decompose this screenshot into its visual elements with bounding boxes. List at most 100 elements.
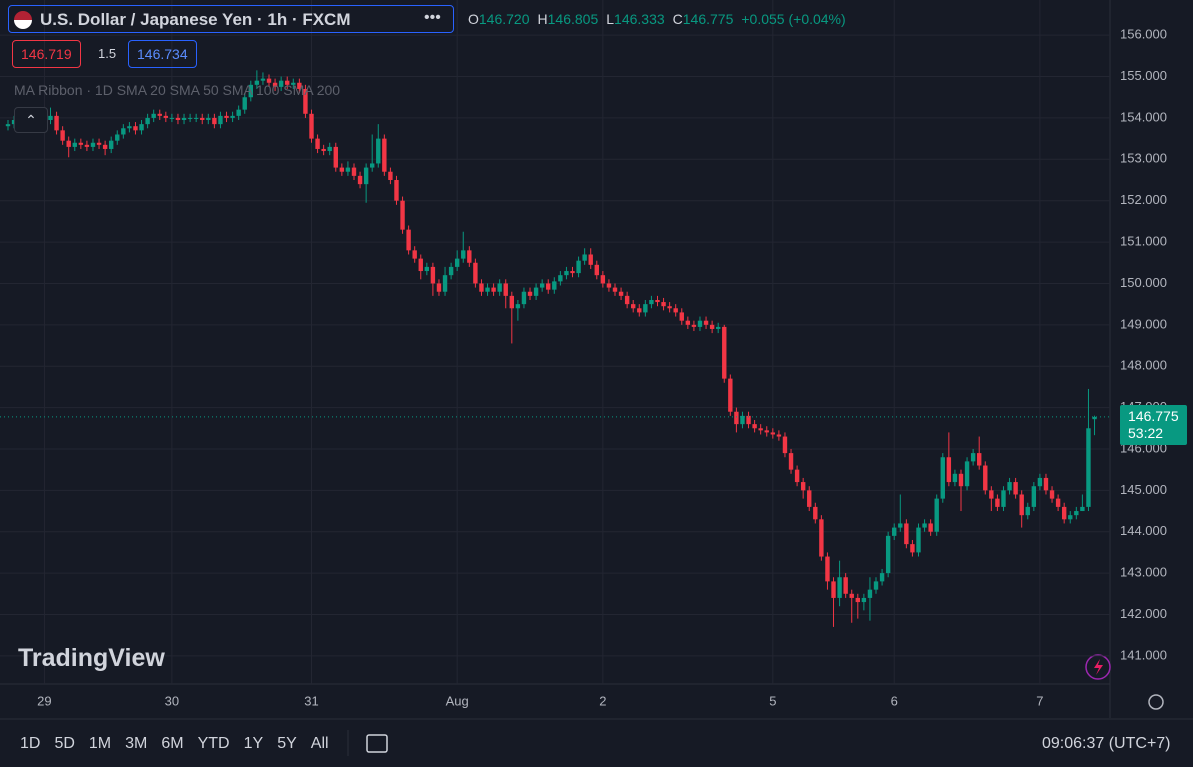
y-tick-label: 148.000: [1120, 358, 1167, 373]
candle-body: [60, 130, 65, 141]
timeframe-button[interactable]: 5Y: [277, 735, 297, 752]
y-tick-label: 145.000: [1120, 482, 1167, 497]
candle-body: [667, 306, 672, 309]
candle-body: [96, 142, 102, 145]
y-tick-label: 151.000: [1120, 234, 1167, 249]
timeframe-button[interactable]: 3M: [125, 735, 148, 752]
candle-body: [892, 527, 897, 536]
candle-body: [212, 117, 217, 125]
candle-body: [151, 113, 156, 118]
timeframe-button[interactable]: YTD: [197, 735, 230, 752]
y-tick-label: 150.000: [1120, 275, 1167, 290]
candle-body: [236, 109, 241, 116]
timeframe-button[interactable]: 6M: [161, 735, 184, 752]
candle-body: [588, 254, 593, 265]
price-tag-price: 146.775: [1128, 408, 1179, 424]
candle-body: [473, 262, 478, 284]
candle-body: [357, 175, 363, 185]
ask-price[interactable]: 146.734: [128, 40, 197, 68]
candle-body: [564, 271, 569, 276]
candle-body: [989, 490, 994, 499]
candle-body: [661, 302, 666, 307]
candle-body: [928, 523, 933, 532]
candle-body: [1055, 498, 1061, 507]
ohlc-value: 146.805: [547, 11, 599, 27]
date-range-icon[interactable]: [366, 734, 388, 753]
candle-body: [254, 80, 260, 85]
candle-body: [394, 180, 399, 201]
ohlc-key: C: [672, 11, 683, 27]
indicator-legend: MA Ribbon · 1D SMA 20 SMA 50 SMA 100 SMA…: [14, 82, 341, 98]
candle-body: [1037, 477, 1043, 487]
candle-body: [266, 78, 272, 83]
candle-body: [964, 461, 970, 487]
candle-body: [819, 519, 824, 557]
candle-body: [485, 287, 490, 292]
candle-body: [649, 300, 654, 305]
candle-body: [400, 200, 405, 230]
candle-body: [491, 287, 496, 292]
candle-body: [873, 581, 879, 590]
candle-body: [1068, 515, 1073, 520]
y-tick-label: 156.000: [1120, 27, 1167, 42]
candle-body: [576, 260, 581, 274]
timeframe-button[interactable]: 1Y: [243, 735, 264, 752]
candle-body: [715, 326, 721, 329]
candle-body: [436, 283, 442, 292]
candle-body: [970, 453, 976, 462]
collapse-button[interactable]: ⌃: [14, 107, 48, 133]
candle-body: [539, 283, 545, 288]
ohlc-change: +0.055 (+0.04%): [741, 11, 846, 27]
flag-icon: [14, 11, 32, 29]
candle-body: [843, 577, 848, 594]
candle-body: [685, 320, 691, 325]
candle-body: [764, 430, 769, 433]
timeframe-button[interactable]: 1D: [20, 735, 41, 752]
candle-body: [898, 523, 903, 528]
candle-body: [333, 146, 338, 168]
ohlc-legend: O146.720 H146.805 L146.333 C146.775 +0.055 (…: [468, 11, 854, 27]
y-tick-label: 142.000: [1120, 606, 1167, 621]
candle-body: [1061, 506, 1067, 520]
alert-icon[interactable]: [1085, 654, 1111, 680]
candle-body: [691, 324, 697, 327]
more-button[interactable]: •••: [424, 9, 441, 26]
x-tick-label: 30: [165, 693, 179, 708]
timeframe-button[interactable]: 5D: [54, 735, 75, 752]
candle-body: [1080, 506, 1085, 512]
candle-body: [406, 229, 411, 251]
settings-icon[interactable]: [1148, 694, 1164, 710]
candle-body: [272, 82, 278, 87]
candle-body: [594, 264, 599, 276]
candle-body: [1086, 428, 1091, 507]
candle-body: [740, 415, 745, 425]
symbol-box[interactable]: [8, 5, 454, 33]
candle-body: [582, 254, 587, 261]
candle-body: [922, 523, 927, 528]
candle-body: [461, 250, 466, 259]
candle-body: [278, 80, 284, 87]
candle-body: [807, 490, 812, 507]
bid-price[interactable]: 146.719: [12, 40, 81, 68]
candle-body: [916, 527, 921, 553]
candle-body: [430, 266, 436, 284]
candle-body: [376, 138, 381, 164]
candle-body: [90, 142, 96, 147]
timeframe-button[interactable]: 1M: [88, 735, 112, 752]
plot-area: 141.000142.000143.000144.000145.000146.0…: [0, 0, 1167, 708]
x-tick-label: 6: [891, 693, 898, 708]
candle-body: [752, 424, 757, 429]
candle-body: [200, 117, 205, 120]
candle-body: [309, 113, 314, 139]
x-tick-label: Aug: [446, 693, 469, 708]
timeframe-button[interactable]: All: [310, 735, 329, 752]
y-tick-label: 144.000: [1120, 523, 1167, 538]
candle-body: [703, 320, 709, 325]
candle-body: [163, 115, 169, 118]
candle-body: [655, 300, 660, 303]
candle-body: [794, 469, 800, 483]
candle-body: [66, 140, 71, 147]
candle-body: [382, 138, 387, 172]
candle-body: [697, 320, 703, 327]
candle-body: [643, 304, 648, 313]
